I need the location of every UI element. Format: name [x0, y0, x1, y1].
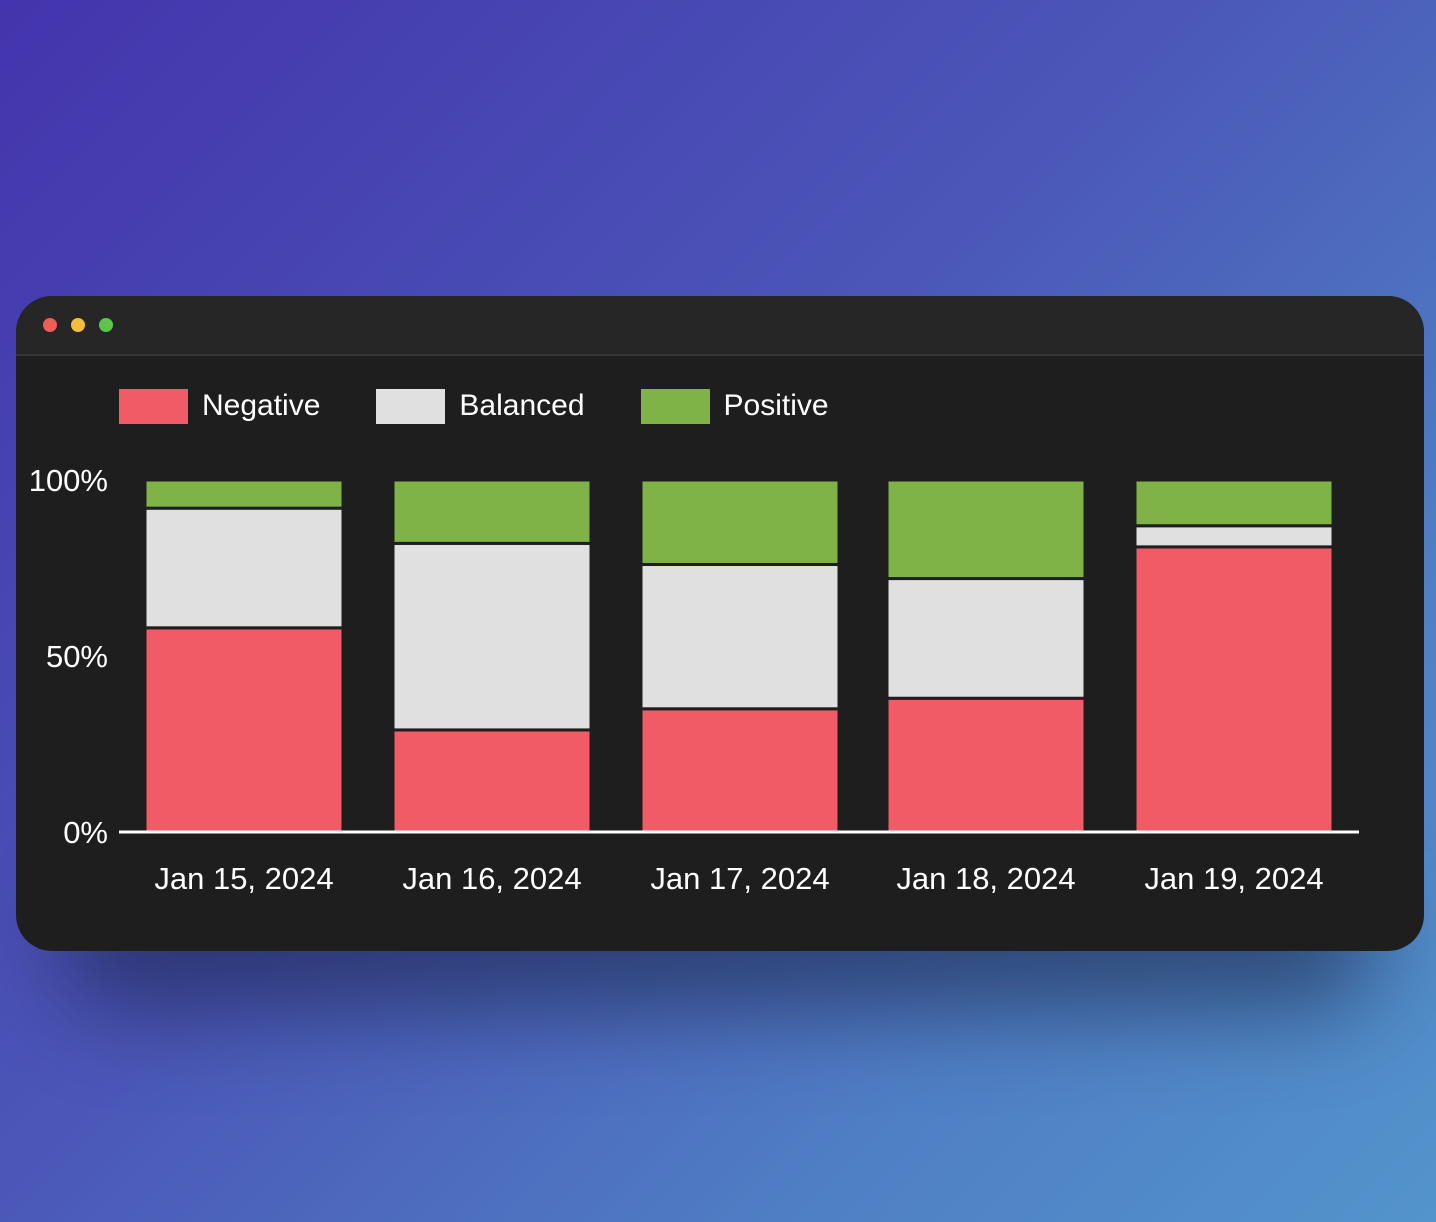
legend-item-balanced[interactable]: Balanced: [376, 388, 585, 424]
bar-segment-positive-jan-15-2024[interactable]: [143, 478, 345, 510]
bar-segment-balanced-jan-17-2024[interactable]: [639, 562, 841, 711]
chart-legend: Negative Balanced Positive: [119, 388, 885, 424]
window-titlebar: [16, 296, 1424, 356]
bar-segment-balanced-jan-18-2024[interactable]: [885, 577, 1087, 700]
chart-window: Negative Balanced Positive 0% 50% 100% Jan …: [16, 296, 1424, 951]
bar-segment-negative-jan-17-2024[interactable]: [639, 707, 841, 834]
bar-segment-negative-jan-18-2024[interactable]: [885, 696, 1087, 834]
x-tick-label-jan-17-2024: Jan 17, 2024: [650, 861, 829, 896]
close-window-button[interactable]: [43, 318, 57, 332]
x-tick-label-jan-19-2024: Jan 19, 2024: [1144, 861, 1323, 896]
y-tick-label-100: 100%: [29, 463, 108, 498]
bar-segment-negative-jan-15-2024[interactable]: [143, 626, 345, 834]
legend-item-positive[interactable]: Positive: [640, 388, 829, 424]
legend-label-balanced: Balanced: [459, 389, 585, 422]
bar-segment-positive-jan-18-2024[interactable]: [885, 478, 1087, 581]
legend-label-positive: Positive: [723, 389, 829, 422]
x-tick-label-jan-18-2024: Jan 18, 2024: [896, 861, 1075, 896]
maximize-window-button[interactable]: [99, 318, 113, 332]
y-tick-label-0: 0%: [63, 815, 108, 850]
bar-segment-balanced-jan-19-2024[interactable]: [1133, 524, 1335, 549]
legend-label-negative: Negative: [202, 389, 321, 422]
bar-segment-negative-jan-16-2024[interactable]: [391, 728, 593, 834]
legend-swatch-balanced: [376, 388, 446, 424]
x-tick-label-jan-15-2024: Jan 15, 2024: [154, 861, 333, 896]
bar-segment-positive-jan-16-2024[interactable]: [391, 478, 593, 545]
bar-segment-negative-jan-19-2024[interactable]: [1133, 545, 1335, 834]
x-tick-label-jan-16-2024: Jan 16, 2024: [402, 861, 581, 896]
bar-segment-positive-jan-17-2024[interactable]: [639, 478, 841, 566]
legend-swatch-negative: [119, 388, 188, 424]
bar-segment-balanced-jan-16-2024[interactable]: [391, 541, 593, 732]
minimize-window-button[interactable]: [71, 318, 85, 332]
bar-segment-positive-jan-19-2024[interactable]: [1133, 478, 1335, 528]
y-tick-label-50: 50%: [46, 639, 108, 674]
legend-item-negative[interactable]: Negative: [119, 388, 321, 424]
bar-segment-balanced-jan-15-2024[interactable]: [143, 506, 345, 630]
legend-swatch-positive: [640, 388, 710, 424]
stacked-bar-chart: 0% 50% 100% Jan 15, 2024 Jan 16, 2024 Jan 17,…: [29, 463, 1359, 896]
